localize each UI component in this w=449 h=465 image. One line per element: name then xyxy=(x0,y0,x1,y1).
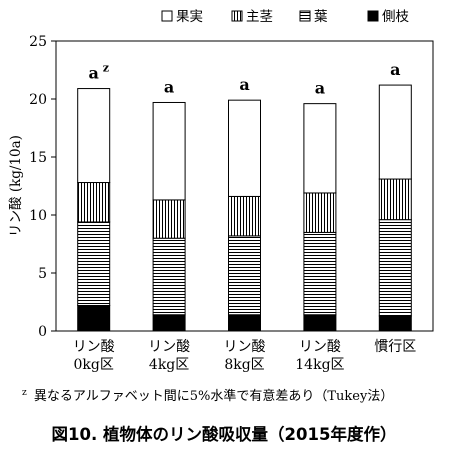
x-tick-label: 14kg区 xyxy=(295,357,344,373)
bar-segment xyxy=(303,231,337,316)
x-tick-label: 8kg区 xyxy=(224,357,264,373)
bar-segment xyxy=(228,314,261,332)
bar-segment xyxy=(77,304,111,332)
significance-label: a xyxy=(315,79,325,98)
bar-segment xyxy=(378,84,412,180)
y-tick-label: 15 xyxy=(29,150,47,166)
bar-segment xyxy=(303,103,337,194)
significance-label: a xyxy=(89,64,99,83)
x-tick-label: 慣行区 xyxy=(374,338,416,355)
x-tick-label: リン酸 xyxy=(299,339,341,355)
x-tick-label: リン酸 xyxy=(148,339,190,355)
legend-swatch xyxy=(367,10,379,22)
bar-segment xyxy=(228,235,261,316)
bar-segment xyxy=(152,199,186,239)
legend-swatch xyxy=(231,10,243,22)
legend-swatch xyxy=(299,10,311,22)
y-tick-label: 0 xyxy=(38,324,47,340)
y-tick-label: 10 xyxy=(29,208,47,224)
footnote-text: 異なるアルファベット間に5%水準で有意差あり（Tukey法） xyxy=(34,388,393,404)
bar-segment xyxy=(152,237,186,316)
bar-segment xyxy=(378,315,412,332)
bar-segment xyxy=(228,99,261,197)
bar-segment xyxy=(303,314,337,332)
x-tick-label: リン酸 xyxy=(73,339,115,355)
significance-label: a xyxy=(390,60,400,79)
bar-segment xyxy=(77,182,111,223)
legend-label: 果実 xyxy=(176,9,203,25)
y-tick-label: 20 xyxy=(29,92,47,108)
bar-segment xyxy=(228,195,261,237)
bars xyxy=(77,84,412,332)
bar-segment xyxy=(77,88,111,184)
legend-label: 側枝 xyxy=(382,9,409,25)
y-tick-label: 5 xyxy=(38,266,47,282)
y-axis-label: リン酸 (kg/10a) xyxy=(8,135,24,237)
significance-label: a xyxy=(164,77,174,96)
x-tick-label: 0kg区 xyxy=(74,357,114,373)
bar-segment xyxy=(378,219,412,317)
significance-label: a xyxy=(239,75,249,94)
legend-swatch xyxy=(161,10,173,22)
x-tick-label: リン酸 xyxy=(224,339,266,355)
significance-superscript: z xyxy=(103,62,109,75)
footnote-mark: z xyxy=(22,388,27,398)
legend: 果実 主茎 葉 側枝 xyxy=(161,9,409,25)
y-tick-label: 25 xyxy=(29,34,47,50)
x-tick-label: 4kg区 xyxy=(149,357,189,373)
bar-segment xyxy=(303,192,337,233)
bar-segment xyxy=(152,101,186,201)
legend-label: 葉 xyxy=(314,9,328,25)
bar-segment xyxy=(77,221,111,306)
bar-segment xyxy=(152,314,186,332)
legend-label: 主茎 xyxy=(246,9,273,25)
figure-caption: 図10. 植物体のリン酸吸収量（2015年度作） xyxy=(52,424,397,444)
bar-segment xyxy=(378,178,412,221)
footnote: z 異なるアルファベット間に5%水準で有意差あり（Tukey法） xyxy=(22,388,393,404)
axes: 0 5 10 15 20 25 リン酸 (kg/10a) xyxy=(8,34,434,340)
